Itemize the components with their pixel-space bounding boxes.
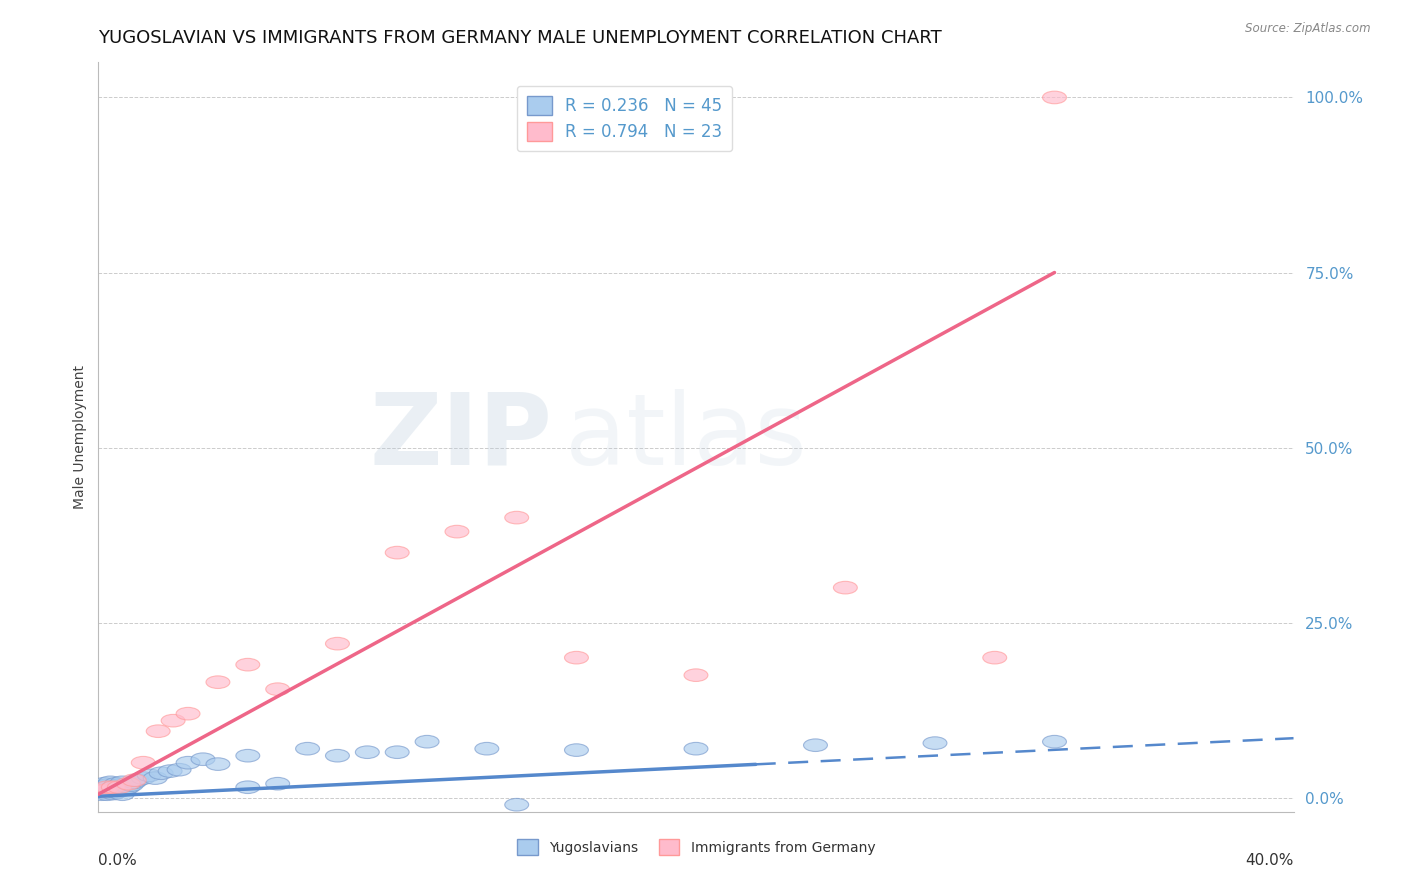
Ellipse shape (565, 744, 589, 756)
Ellipse shape (104, 778, 128, 790)
Ellipse shape (565, 651, 589, 664)
Ellipse shape (207, 758, 231, 771)
Ellipse shape (93, 784, 117, 797)
Ellipse shape (834, 582, 858, 594)
Ellipse shape (107, 779, 131, 791)
Ellipse shape (131, 756, 155, 769)
Ellipse shape (505, 798, 529, 811)
Ellipse shape (93, 778, 117, 790)
Ellipse shape (93, 786, 117, 798)
Ellipse shape (117, 778, 141, 790)
Text: 0.0%: 0.0% (98, 853, 138, 868)
Ellipse shape (122, 774, 146, 787)
Ellipse shape (983, 651, 1007, 664)
Text: ZIP: ZIP (370, 389, 553, 485)
Ellipse shape (446, 525, 470, 538)
Text: 40.0%: 40.0% (1246, 853, 1294, 868)
Ellipse shape (236, 780, 260, 794)
Ellipse shape (107, 784, 131, 797)
Text: YUGOSLAVIAN VS IMMIGRANTS FROM GERMANY MALE UNEMPLOYMENT CORRELATION CHART: YUGOSLAVIAN VS IMMIGRANTS FROM GERMANY M… (98, 29, 942, 47)
Ellipse shape (96, 779, 120, 791)
Ellipse shape (1043, 91, 1067, 103)
Ellipse shape (415, 735, 439, 748)
Text: atlas: atlas (565, 389, 806, 485)
Ellipse shape (125, 774, 149, 787)
Ellipse shape (90, 780, 114, 794)
Ellipse shape (131, 772, 155, 784)
Ellipse shape (117, 780, 141, 794)
Ellipse shape (90, 788, 114, 800)
Ellipse shape (101, 788, 125, 800)
Ellipse shape (122, 776, 146, 789)
Ellipse shape (266, 683, 290, 696)
Ellipse shape (385, 746, 409, 758)
Ellipse shape (804, 739, 827, 751)
Legend: Yugoslavians, Immigrants from Germany: Yugoslavians, Immigrants from Germany (512, 834, 880, 861)
Ellipse shape (191, 753, 215, 765)
Ellipse shape (167, 764, 191, 776)
Ellipse shape (98, 776, 122, 789)
Ellipse shape (326, 638, 350, 650)
Ellipse shape (146, 725, 170, 738)
Ellipse shape (96, 780, 120, 794)
Text: Source: ZipAtlas.com: Source: ZipAtlas.com (1246, 22, 1371, 36)
Y-axis label: Male Unemployment: Male Unemployment (73, 365, 87, 509)
Ellipse shape (90, 784, 114, 797)
Ellipse shape (104, 786, 128, 798)
Ellipse shape (107, 780, 131, 794)
Ellipse shape (1043, 735, 1067, 748)
Ellipse shape (685, 742, 709, 755)
Ellipse shape (138, 769, 162, 781)
Ellipse shape (475, 742, 499, 755)
Ellipse shape (176, 707, 200, 720)
Ellipse shape (111, 788, 135, 800)
Ellipse shape (385, 546, 409, 559)
Ellipse shape (326, 749, 350, 762)
Ellipse shape (101, 780, 125, 794)
Ellipse shape (356, 746, 380, 758)
Ellipse shape (162, 714, 186, 727)
Ellipse shape (236, 749, 260, 762)
Ellipse shape (159, 764, 183, 778)
Ellipse shape (120, 779, 143, 791)
Ellipse shape (101, 780, 125, 794)
Ellipse shape (176, 756, 200, 769)
Ellipse shape (111, 776, 135, 789)
Ellipse shape (685, 669, 709, 681)
Ellipse shape (98, 784, 122, 797)
Ellipse shape (266, 778, 290, 790)
Ellipse shape (114, 783, 138, 796)
Ellipse shape (143, 772, 167, 784)
Ellipse shape (149, 767, 173, 780)
Ellipse shape (924, 737, 948, 749)
Ellipse shape (96, 788, 120, 800)
Ellipse shape (295, 742, 319, 755)
Ellipse shape (236, 658, 260, 671)
Ellipse shape (207, 676, 231, 689)
Ellipse shape (505, 511, 529, 524)
